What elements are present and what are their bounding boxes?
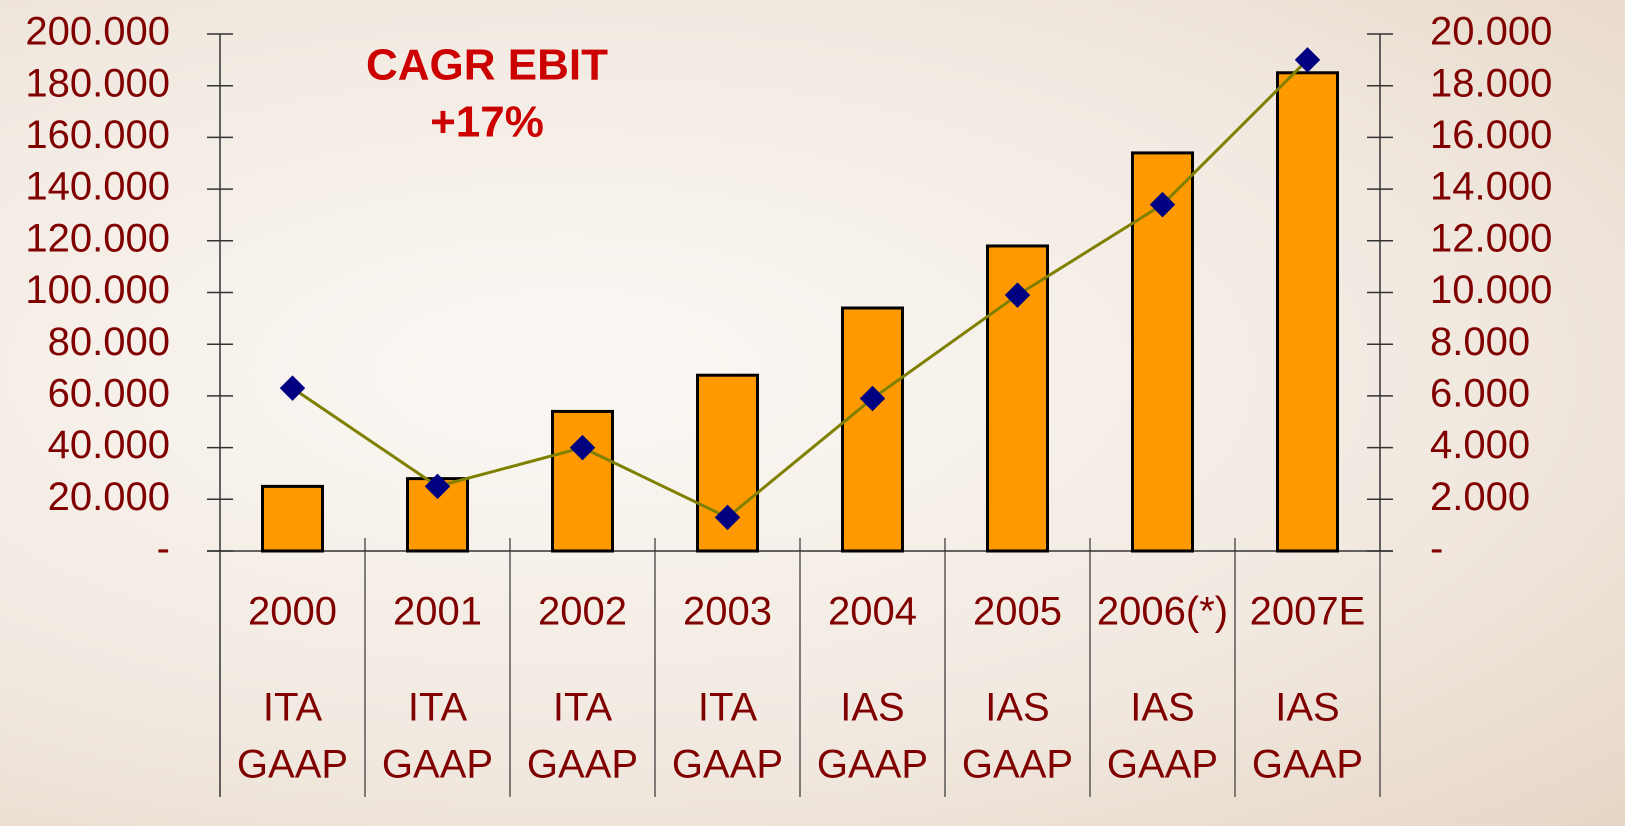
bar (261, 484, 324, 553)
x-sublabel: GAAP (382, 743, 493, 787)
x-tick-label: 2002 (538, 590, 627, 634)
y2-tick-label: - (1430, 527, 1443, 571)
y2-tick-label: 16.000 (1430, 113, 1552, 157)
annotation: CAGR EBIT (366, 41, 608, 90)
x-sublabel: GAAP (672, 743, 783, 787)
x-tick-label: 2003 (683, 590, 772, 634)
x-sublabel: GAAP (1107, 743, 1218, 787)
x-tick-label: 2005 (973, 590, 1062, 634)
marker (569, 434, 596, 461)
marker (424, 473, 451, 500)
x-sublabel: ITA (553, 686, 613, 730)
x-sublabel: GAAP (237, 743, 348, 787)
bar (1131, 151, 1194, 553)
bar (1276, 71, 1339, 553)
y2-tick-label: 2.000 (1430, 475, 1530, 519)
marker (279, 375, 306, 401)
x-sublabel: GAAP (817, 743, 928, 787)
x-tick-label: 2007E (1250, 590, 1366, 634)
y-tick-label: 120.000 (25, 216, 170, 260)
bar (551, 409, 614, 553)
bar (841, 306, 904, 553)
y-tick-label: 160.000 (25, 113, 170, 157)
x-sublabel: IAS (985, 686, 1049, 730)
x-sublabel: ITA (408, 686, 468, 730)
x-sublabel: IAS (840, 686, 904, 730)
y-tick-label: - (157, 527, 170, 571)
y2-tick-label: 4.000 (1430, 423, 1530, 467)
x-tick-label: 2000 (248, 590, 337, 634)
y-tick-label: 40.000 (48, 423, 170, 467)
y-tick-label: 20.000 (48, 475, 170, 519)
x-sublabel: GAAP (527, 743, 638, 787)
line (291, 58, 1309, 520)
y-tick-label: 80.000 (48, 320, 170, 364)
bar (406, 477, 469, 553)
y2-tick-label: 8.000 (1430, 320, 1530, 364)
x-sublabel: ITA (698, 686, 758, 730)
x-sublabel: IAS (1130, 686, 1194, 730)
y2-tick-label: 18.000 (1430, 61, 1552, 105)
x-sublabel: GAAP (1252, 743, 1363, 787)
y-tick-label: 180.000 (25, 61, 170, 105)
y-tick-label: 140.000 (25, 165, 170, 209)
y-tick-label: 200.000 (25, 10, 170, 54)
x-tick-label: 2004 (828, 590, 917, 634)
y-tick-label: 60.000 (48, 371, 170, 415)
marker (714, 504, 741, 531)
x-tick-label: 2001 (393, 590, 482, 634)
marker (1004, 282, 1031, 308)
annotation: +17% (430, 98, 544, 147)
x-tick-label: 2006(*) (1097, 590, 1228, 634)
x-sublabel: GAAP (962, 743, 1073, 787)
y2-tick-label: 10.000 (1430, 268, 1552, 312)
marker (859, 385, 886, 412)
y2-tick-label: 20.000 (1430, 10, 1552, 54)
y-tick-label: 100.000 (25, 268, 170, 312)
y2-tick-label: 14.000 (1430, 165, 1552, 209)
y2-tick-label: 12.000 (1430, 216, 1552, 260)
x-sublabel: ITA (263, 686, 323, 730)
y2-tick-label: 6.000 (1430, 371, 1530, 415)
x-sublabel: IAS (1275, 686, 1339, 730)
